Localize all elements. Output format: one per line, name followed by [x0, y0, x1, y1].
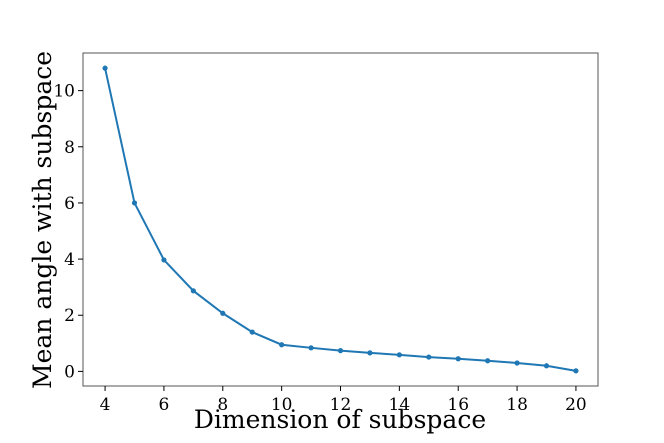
- x-tick-label: 12: [330, 395, 352, 415]
- y-tick-label: 4: [64, 250, 75, 270]
- data-point: [455, 356, 461, 362]
- x-tick-label: 14: [389, 395, 411, 415]
- data-point: [308, 345, 314, 351]
- data-point: [514, 360, 520, 366]
- data-point: [161, 257, 167, 263]
- x-tick-label: 20: [565, 395, 587, 415]
- y-tick-label: 2: [64, 306, 75, 326]
- x-axis-ticks: 4 6 8 10 12 14 16 18 20: [100, 386, 587, 415]
- data-point: [367, 350, 373, 356]
- data-point: [543, 363, 550, 369]
- data-point: [131, 200, 138, 206]
- series-line: [104, 67, 577, 372]
- data-point: [337, 348, 344, 354]
- y-axis-ticks: 0 2 4 6 8 10: [53, 82, 83, 382]
- y-axis-label: Mean angle with subspace: [28, 51, 57, 389]
- plot-frame: [82, 52, 599, 387]
- data-point: [573, 368, 579, 374]
- x-tick-label: 10: [271, 395, 293, 415]
- x-tick-label: 8: [217, 395, 228, 415]
- y-tick-label: 10: [53, 82, 75, 102]
- y-tick-label: 8: [64, 138, 75, 158]
- data-point: [396, 352, 402, 358]
- x-tick-label: 16: [447, 395, 469, 415]
- data-point: [485, 358, 491, 364]
- data-point: [102, 65, 108, 71]
- x-tick-label: 4: [100, 395, 111, 415]
- x-tick-label: 18: [506, 395, 528, 415]
- data-point: [249, 329, 255, 335]
- data-point: [220, 310, 226, 316]
- x-axis-label: Dimension of subspace: [194, 405, 486, 434]
- y-tick-label: 0: [64, 362, 75, 382]
- y-tick-label: 6: [64, 194, 75, 214]
- data-point: [279, 342, 285, 348]
- data-point: [426, 354, 432, 360]
- series-points: [102, 65, 579, 374]
- data-point: [190, 288, 196, 294]
- x-tick-label: 6: [159, 395, 170, 415]
